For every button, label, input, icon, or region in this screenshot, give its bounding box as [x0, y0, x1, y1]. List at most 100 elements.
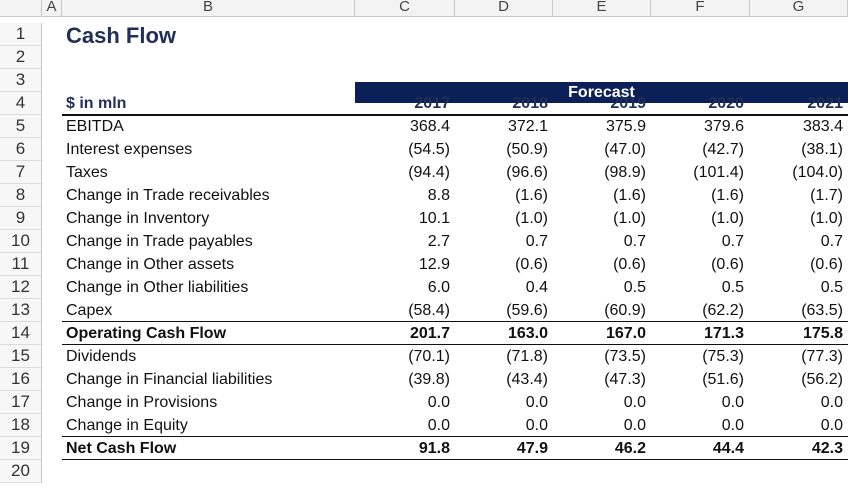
value-cell[interactable]: 42.3 — [811, 440, 843, 457]
value-cell[interactable]: 0.7 — [623, 233, 646, 250]
row-label[interactable]: Change in Other assets — [66, 256, 235, 273]
year-header[interactable]: 2019 — [610, 95, 646, 112]
row-header-4[interactable]: 4 — [0, 92, 42, 115]
value-cell[interactable]: (70.1) — [408, 348, 450, 365]
row-label[interactable]: Change in Inventory — [66, 210, 210, 227]
value-cell[interactable]: (94.4) — [408, 164, 450, 181]
value-cell[interactable]: 175.8 — [802, 325, 843, 342]
column-header-d[interactable]: D — [455, 0, 553, 16]
value-cell[interactable]: 375.9 — [605, 118, 646, 135]
row-header-7[interactable]: 7 — [0, 161, 42, 184]
value-cell[interactable]: (50.9) — [506, 141, 548, 158]
row-header-8[interactable]: 8 — [0, 184, 42, 207]
value-cell[interactable]: (104.0) — [792, 164, 843, 181]
value-cell[interactable]: 0.0 — [623, 417, 646, 434]
row-label[interactable]: EBITDA — [66, 118, 124, 135]
value-cell[interactable]: 91.8 — [418, 440, 450, 457]
value-cell[interactable]: (43.4) — [506, 371, 548, 388]
value-cell[interactable]: 6.0 — [427, 279, 450, 296]
row-header-1[interactable]: 1 — [0, 23, 42, 46]
year-header[interactable]: 2017 — [414, 95, 450, 112]
column-header-b[interactable]: B — [62, 0, 355, 16]
value-cell[interactable]: (60.9) — [604, 302, 646, 319]
value-cell[interactable]: 0.5 — [820, 279, 843, 296]
value-cell[interactable]: (56.2) — [801, 371, 843, 388]
row-header-17[interactable]: 17 — [0, 391, 42, 414]
value-cell[interactable]: 372.1 — [507, 118, 548, 135]
value-cell[interactable]: (71.8) — [506, 348, 548, 365]
value-cell[interactable]: 10.1 — [418, 210, 450, 227]
column-header-g[interactable]: G — [750, 0, 848, 16]
row-label[interactable]: Change in Trade receivables — [66, 187, 270, 204]
value-cell[interactable]: 46.2 — [614, 440, 646, 457]
year-header[interactable]: 2018 — [512, 95, 548, 112]
row-label[interactable]: Change in Financial liabilities — [66, 371, 273, 388]
row-label[interactable]: Change in Trade payables — [66, 233, 253, 250]
value-cell[interactable]: 0.7 — [525, 233, 548, 250]
value-cell[interactable]: (51.6) — [702, 371, 744, 388]
value-cell[interactable]: 0.0 — [525, 417, 548, 434]
row-header-19[interactable]: 19 — [0, 437, 42, 460]
forecast-header[interactable]: Forecast — [355, 82, 848, 103]
value-cell[interactable]: 383.4 — [802, 118, 843, 135]
column-header-f[interactable]: F — [651, 0, 750, 16]
value-cell[interactable]: 0.0 — [427, 394, 450, 411]
value-cell[interactable]: 12.9 — [418, 256, 450, 273]
value-cell[interactable]: 44.4 — [712, 440, 744, 457]
value-cell[interactable]: (0.6) — [515, 256, 548, 273]
value-cell[interactable]: (0.6) — [810, 256, 843, 273]
value-cell[interactable]: (1.0) — [613, 210, 646, 227]
value-cell[interactable]: 8.8 — [427, 187, 450, 204]
value-cell[interactable]: (39.8) — [408, 371, 450, 388]
value-cell[interactable]: (98.9) — [604, 164, 646, 181]
row-label[interactable]: Change in Equity — [66, 417, 188, 434]
value-cell[interactable]: 0.5 — [623, 279, 646, 296]
value-cell[interactable]: 0.0 — [721, 394, 744, 411]
value-cell[interactable]: 0.5 — [721, 279, 744, 296]
value-cell[interactable]: 0.0 — [820, 394, 843, 411]
value-cell[interactable]: 368.4 — [409, 118, 450, 135]
year-header[interactable]: 2020 — [708, 95, 744, 112]
row-header-16[interactable]: 16 — [0, 368, 42, 391]
row-header-5[interactable]: 5 — [0, 115, 42, 138]
year-header[interactable]: 2021 — [807, 95, 843, 112]
row-header-9[interactable]: 9 — [0, 207, 42, 230]
value-cell[interactable]: (63.5) — [801, 302, 843, 319]
row-header-11[interactable]: 11 — [0, 253, 42, 276]
value-cell[interactable]: 0.0 — [427, 417, 450, 434]
value-cell[interactable]: (0.6) — [711, 256, 744, 273]
row-label[interactable]: Taxes — [66, 164, 108, 181]
value-cell[interactable]: 0.0 — [623, 394, 646, 411]
value-cell[interactable]: 0.7 — [721, 233, 744, 250]
row-label[interactable]: Capex — [66, 302, 113, 319]
value-cell[interactable]: (1.7) — [810, 187, 843, 204]
value-cell[interactable]: 47.9 — [516, 440, 548, 457]
value-cell[interactable]: 0.4 — [525, 279, 548, 296]
value-cell[interactable]: 2.7 — [427, 233, 450, 250]
value-cell[interactable]: 0.0 — [721, 417, 744, 434]
value-cell[interactable]: (1.6) — [711, 187, 744, 204]
row-header-20[interactable]: 20 — [0, 460, 42, 483]
row-label[interactable]: Change in Provisions — [66, 394, 218, 411]
value-cell[interactable]: (58.4) — [408, 302, 450, 319]
row-header-6[interactable]: 6 — [0, 138, 42, 161]
value-cell[interactable]: (1.0) — [711, 210, 744, 227]
value-cell[interactable]: (42.7) — [702, 141, 744, 158]
value-cell[interactable]: (77.3) — [801, 348, 843, 365]
row-label[interactable]: Operating Cash Flow — [66, 325, 227, 342]
value-cell[interactable]: (96.6) — [506, 164, 548, 181]
value-cell[interactable]: 379.6 — [703, 118, 744, 135]
column-header-a[interactable]: A — [42, 0, 62, 16]
value-cell[interactable]: (75.3) — [702, 348, 744, 365]
row-header-3[interactable]: 3 — [0, 69, 42, 92]
value-cell[interactable]: 201.7 — [409, 325, 450, 342]
row-label[interactable]: Change in Other liabilities — [66, 279, 249, 296]
value-cell[interactable]: (1.0) — [515, 210, 548, 227]
value-cell[interactable]: 0.7 — [820, 233, 843, 250]
value-cell[interactable]: (59.6) — [506, 302, 548, 319]
row-header-2[interactable]: 2 — [0, 46, 42, 69]
row-header-14[interactable]: 14 — [0, 322, 42, 345]
row-header-18[interactable]: 18 — [0, 414, 42, 437]
value-cell[interactable]: 167.0 — [605, 325, 646, 342]
value-cell[interactable]: (47.0) — [604, 141, 646, 158]
